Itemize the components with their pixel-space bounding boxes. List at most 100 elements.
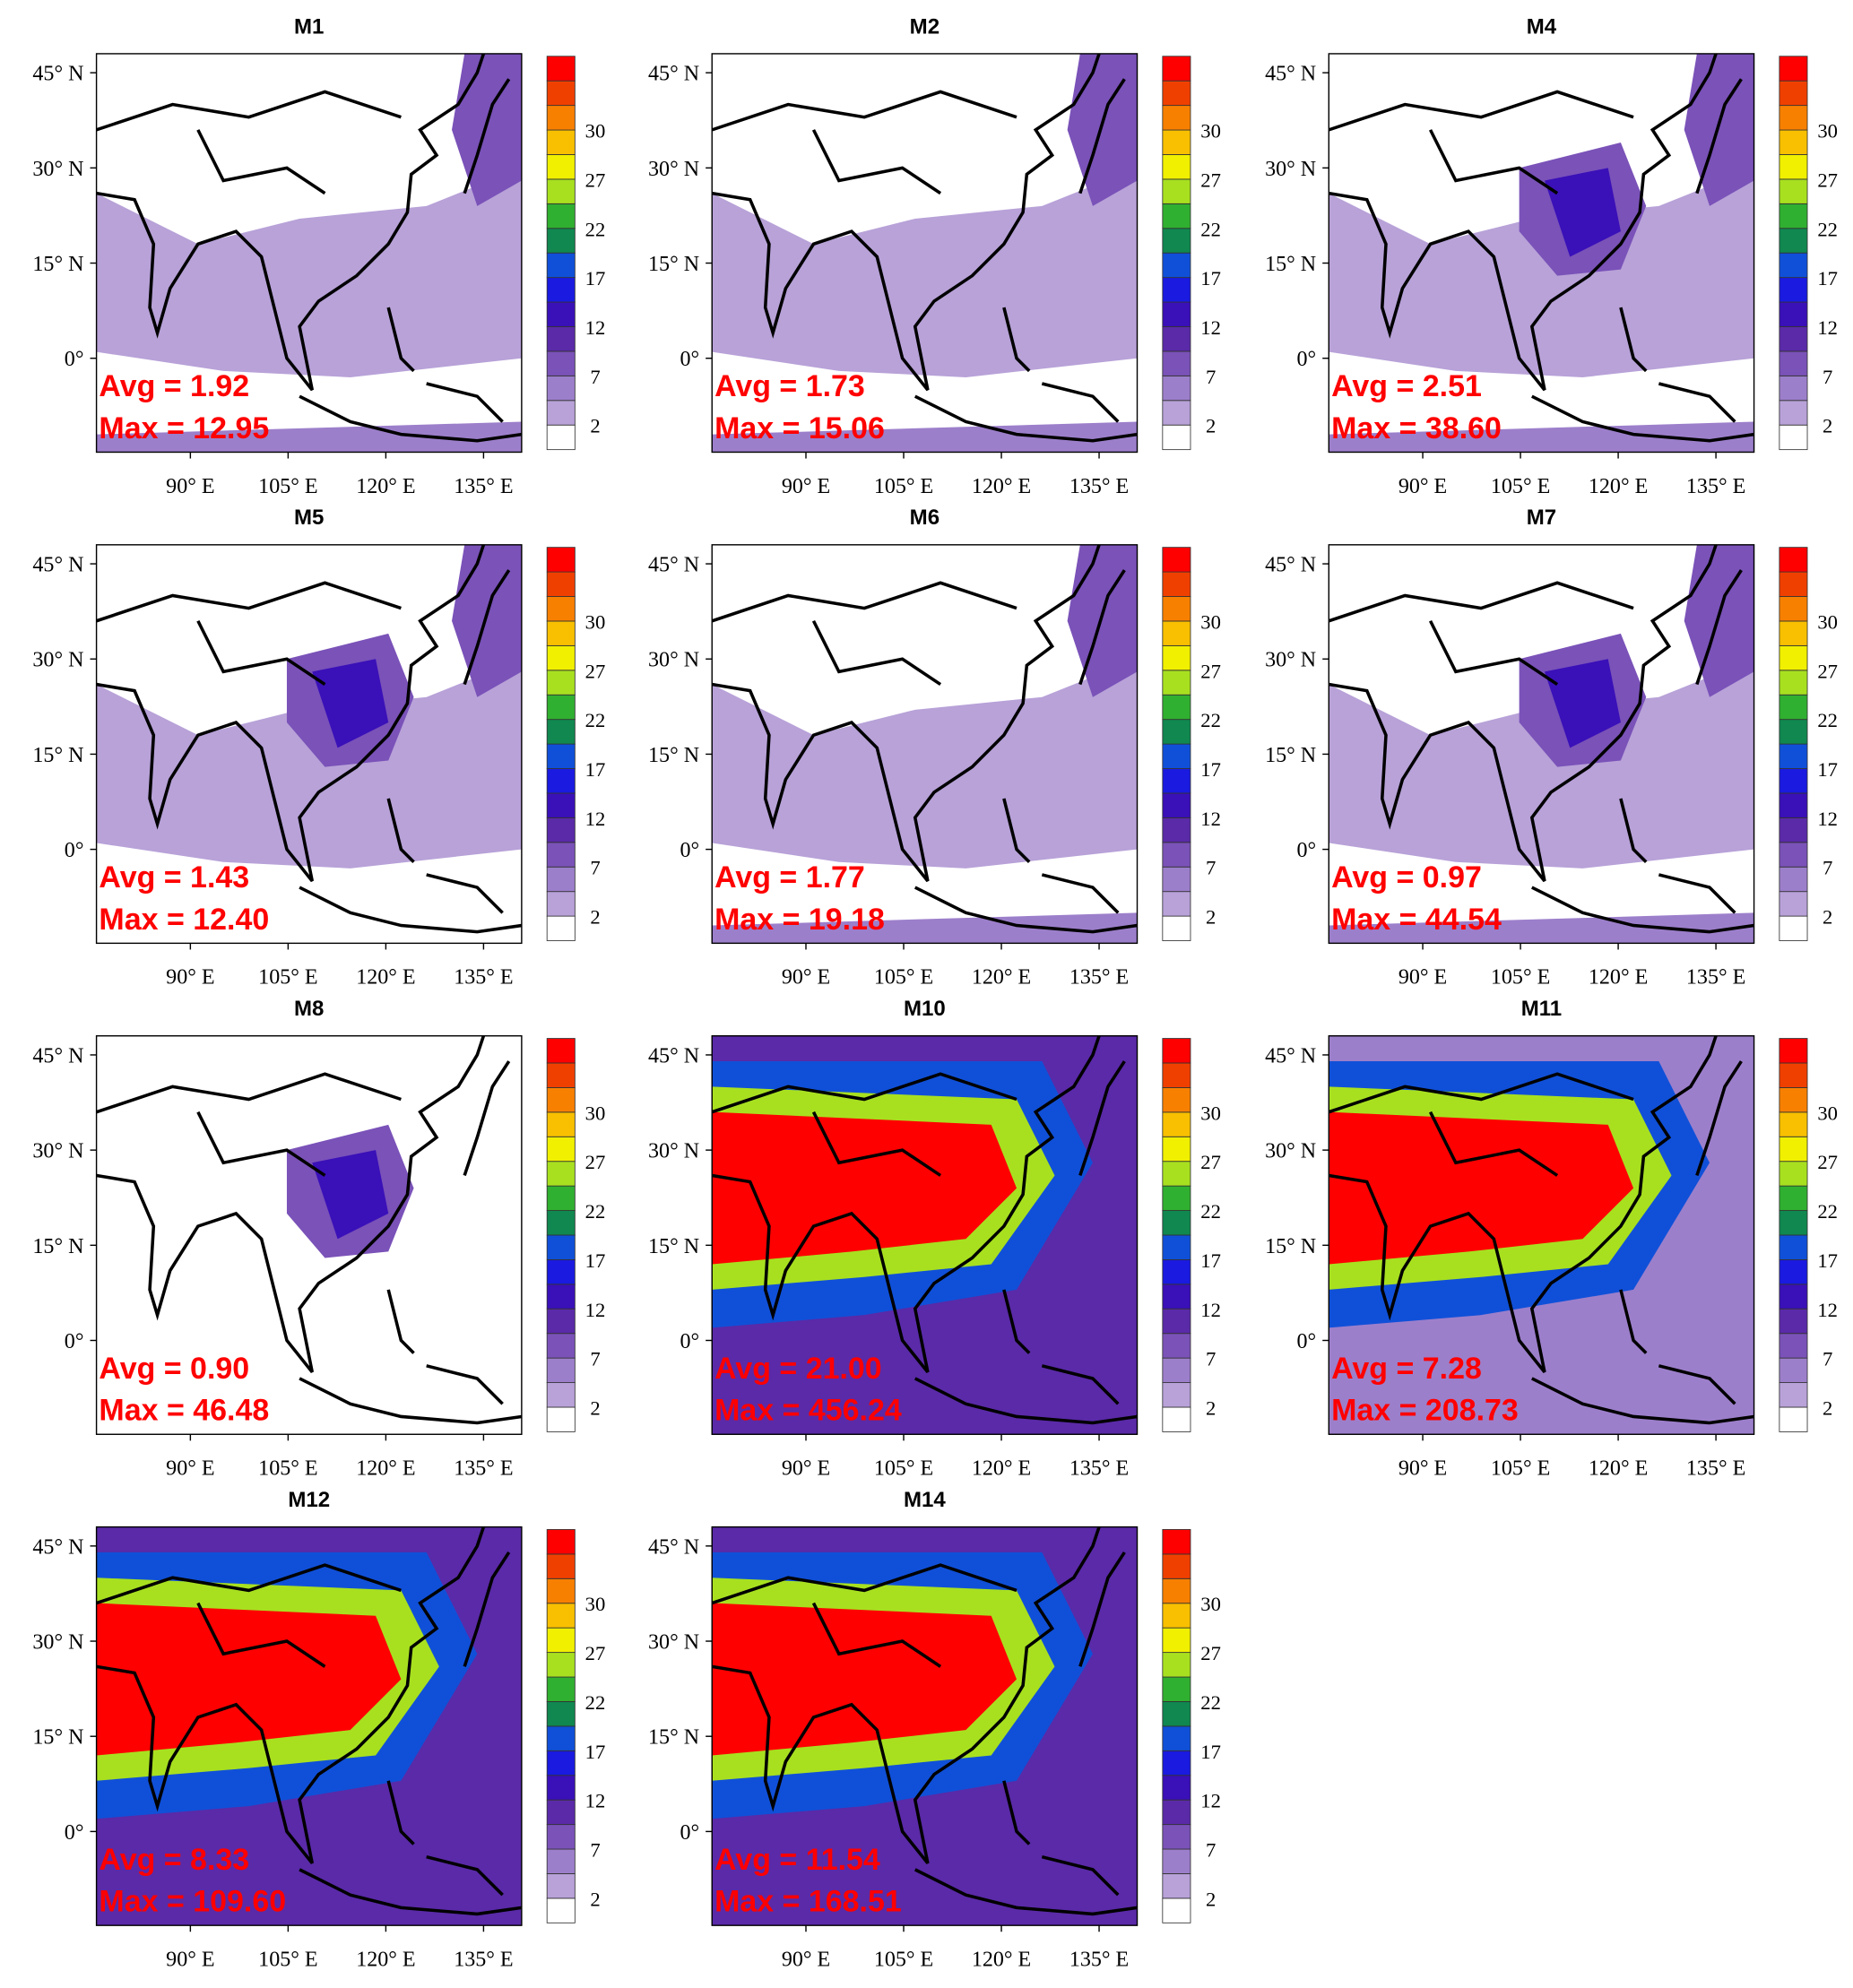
colorbar-box — [546, 817, 576, 843]
colorbar-box — [1779, 129, 1808, 155]
colorbar-box — [1779, 866, 1808, 893]
colorbar-box — [546, 1086, 576, 1113]
colorbar-box — [1162, 743, 1191, 769]
lat-label: 15° N — [32, 1726, 83, 1750]
colorbar-box — [546, 1775, 576, 1801]
colorbar-box — [546, 571, 576, 597]
max-label: Max = 19.18 — [714, 903, 885, 937]
lon-label: 120° E — [356, 475, 415, 498]
colorbar-box — [1779, 792, 1808, 818]
map-frame — [711, 544, 1139, 945]
field — [712, 912, 1138, 944]
coastline — [1329, 1035, 1754, 1425]
coastline — [712, 1526, 1138, 1916]
lat-label: 15° N — [1265, 744, 1316, 767]
lon-label: 120° E — [1589, 475, 1648, 498]
colorbar-label: 7 — [1823, 366, 1832, 388]
colorbar-box — [546, 228, 576, 254]
map-frame — [95, 1035, 523, 1435]
field — [1329, 659, 1754, 869]
colorbar-box — [1779, 644, 1808, 671]
colorbar-box — [1162, 1775, 1191, 1801]
colorbar-label: 7 — [1206, 857, 1216, 879]
colorbar-label: 2 — [1206, 1396, 1216, 1419]
lon-label: 105° E — [1491, 475, 1550, 498]
colorbar-box — [1779, 1136, 1808, 1163]
colorbar-box — [1779, 1185, 1808, 1211]
colorbar-label: 12 — [585, 1299, 606, 1321]
coastline — [96, 544, 522, 934]
max-label: Max = 168.51 — [714, 1885, 902, 1919]
colorbar-box — [1779, 571, 1808, 597]
panel: M5 45° N 30° N 15° N 0° 90° E 105° E 120° E 135°… — [32, 506, 605, 990]
coastline — [712, 1035, 1138, 1425]
lon-label: 135° E — [454, 1457, 513, 1481]
colorbar-label: 2 — [590, 1396, 600, 1419]
colorbar-box — [1779, 350, 1808, 376]
colorbar-label: 17 — [585, 758, 606, 781]
colorbar-label: 30 — [585, 120, 606, 143]
field — [452, 53, 522, 206]
map-frame — [95, 544, 523, 945]
colorbar-box — [1779, 842, 1808, 868]
colorbar-label: 2 — [590, 1888, 600, 1910]
colorbar-box — [546, 768, 576, 794]
colorbar-box — [1162, 1799, 1191, 1826]
map-frame — [95, 1526, 523, 1926]
field — [96, 1603, 402, 1756]
field — [312, 1150, 389, 1240]
colorbar-box — [546, 301, 576, 327]
field — [1067, 53, 1138, 206]
colorbar-box — [546, 743, 576, 769]
colorbar-box — [546, 1062, 576, 1088]
colorbar-box — [1162, 1136, 1191, 1163]
colorbar-box — [546, 277, 576, 303]
lat-label: 45° N — [32, 63, 83, 86]
lon-label: 90° E — [782, 966, 830, 990]
colorbar-box — [1162, 375, 1191, 402]
colorbar-box — [1779, 80, 1808, 107]
colorbar-box — [546, 129, 576, 155]
lat-label: 0° — [65, 1821, 84, 1845]
colorbar-box — [546, 154, 576, 180]
colorbar-box — [546, 1161, 576, 1187]
colorbar-box — [546, 1652, 576, 1678]
lat-label: 45° N — [32, 1044, 83, 1067]
colorbar-box — [1162, 1652, 1191, 1678]
colorbar-box — [1162, 129, 1191, 155]
colorbar-box — [1162, 1382, 1191, 1408]
colorbar-box — [1162, 1553, 1191, 1579]
colorbar-label: 7 — [1206, 1348, 1216, 1370]
colorbar-box — [1779, 252, 1808, 279]
colorbar-label: 22 — [1817, 218, 1838, 240]
panel-title: M7 — [1527, 506, 1556, 530]
panel: M6 45° N 30° N 15° N 0° 90° E 105° E 120° E 135°… — [648, 506, 1221, 990]
lat-label: 45° N — [648, 1535, 699, 1559]
map-frame — [95, 53, 523, 454]
colorbar-box — [1162, 1258, 1191, 1285]
colorbar-box — [546, 1577, 576, 1604]
colorbar-label: 2 — [1206, 415, 1216, 437]
colorbar-box — [1779, 1258, 1808, 1285]
colorbar-label: 30 — [1200, 1593, 1221, 1615]
lat-label: 0° — [680, 1821, 699, 1845]
lat-label: 0° — [680, 839, 699, 862]
colorbar-box — [1162, 1627, 1191, 1654]
colorbar-label: 7 — [590, 1348, 600, 1370]
lat-label: 45° N — [1265, 1044, 1316, 1067]
map-frame — [1328, 53, 1755, 454]
field — [712, 659, 1138, 869]
colorbar-label: 30 — [1817, 1102, 1838, 1124]
panel: M2 45° N 30° N 15° N 0° 90° E 105° E 120° E 135°… — [648, 14, 1221, 498]
map — [96, 53, 522, 453]
panel-title: M6 — [910, 506, 939, 530]
colorbar-box — [546, 1676, 576, 1702]
colorbar-box — [1162, 1333, 1191, 1359]
lat-label: 30° N — [1265, 649, 1316, 672]
colorbar-label: 22 — [1200, 1200, 1221, 1223]
colorbar-box — [1162, 1308, 1191, 1335]
colorbar-label: 27 — [1200, 169, 1221, 191]
colorbar-box — [546, 1308, 576, 1335]
colorbar-box — [1779, 154, 1808, 180]
colorbar-box — [546, 891, 576, 917]
